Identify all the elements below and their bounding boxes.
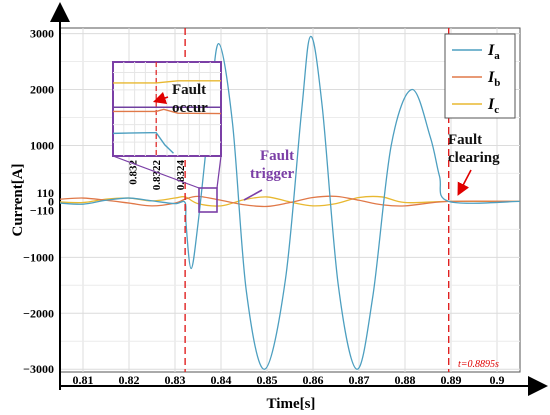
fault-occur-arrow — [152, 91, 169, 105]
y-tick-label: −2000 — [23, 306, 54, 320]
y-tick-label: −3000 — [23, 362, 54, 376]
y-tick-label: 1000 — [30, 138, 54, 152]
x-tick-label: 0.86 — [303, 373, 324, 387]
x-tick-label: 0.87 — [349, 373, 370, 387]
inset-x-tick-label: 0.8322 — [151, 160, 163, 191]
inset-series-line — [113, 108, 221, 115]
x-tick-label: 0.82 — [119, 373, 140, 387]
y-tick-label: 0 — [48, 194, 54, 208]
fault-clearing-label: Fault clearing — [448, 132, 500, 166]
inset-series-line — [113, 131, 174, 154]
inset-connector-right — [216, 155, 222, 189]
legend-label: Ib — [487, 69, 500, 89]
inset-x-tick-label: 0.8324 — [175, 160, 187, 191]
x-axis-label: Time[s] — [267, 396, 316, 412]
fault-clear-time-label: t=0.8895s — [458, 359, 499, 370]
inset-connector-left — [112, 155, 200, 189]
tick-labels: 0.81 0.82 0.83 0.84 0.85 0.86 0.87 0.88 0.89 0.9 3… — [23, 27, 504, 387]
x-tick-label: 0.84 — [211, 373, 232, 387]
y-tick-label: 110 — [37, 186, 54, 200]
y-tick-label: −1000 — [23, 250, 54, 264]
legend-label: Ic — [487, 96, 499, 116]
fault-occur-label: Fault occur — [172, 82, 208, 116]
x-tick-label: 0.83 — [165, 373, 186, 387]
x-tick-label: 0.89 — [441, 373, 462, 387]
inset-series-layer — [113, 80, 221, 154]
legend-box — [444, 33, 516, 119]
inset-series-line — [113, 80, 221, 84]
y-tick-label: 2000 — [30, 83, 54, 97]
fault-trigger-arrow — [243, 189, 263, 201]
fault-clearing-arrow — [457, 169, 472, 196]
x-tick-label: 0.85 — [257, 373, 278, 387]
y-tick-label: 3000 — [30, 27, 54, 41]
x-tick-label: 0.88 — [395, 373, 416, 387]
fault-highlight-box — [198, 187, 218, 213]
series-line-i-b — [60, 195, 520, 208]
series-line-i-a — [60, 35, 520, 370]
x-tick-label: 0.9 — [490, 373, 505, 387]
inset-x-tick-label: 0.832 — [128, 160, 140, 185]
x-tick-label: 0.81 — [73, 373, 94, 387]
inset-zoom: 0.832 0.8322 0.8324 — [112, 61, 222, 191]
legend: Ia Ib Ic — [444, 33, 516, 119]
y-axis-label: Current[A] — [10, 163, 26, 236]
legend-label: Ia — [487, 42, 500, 62]
y-tick-label: −110 — [30, 204, 54, 218]
fault-trigger-label: Fault trigger — [250, 148, 294, 182]
